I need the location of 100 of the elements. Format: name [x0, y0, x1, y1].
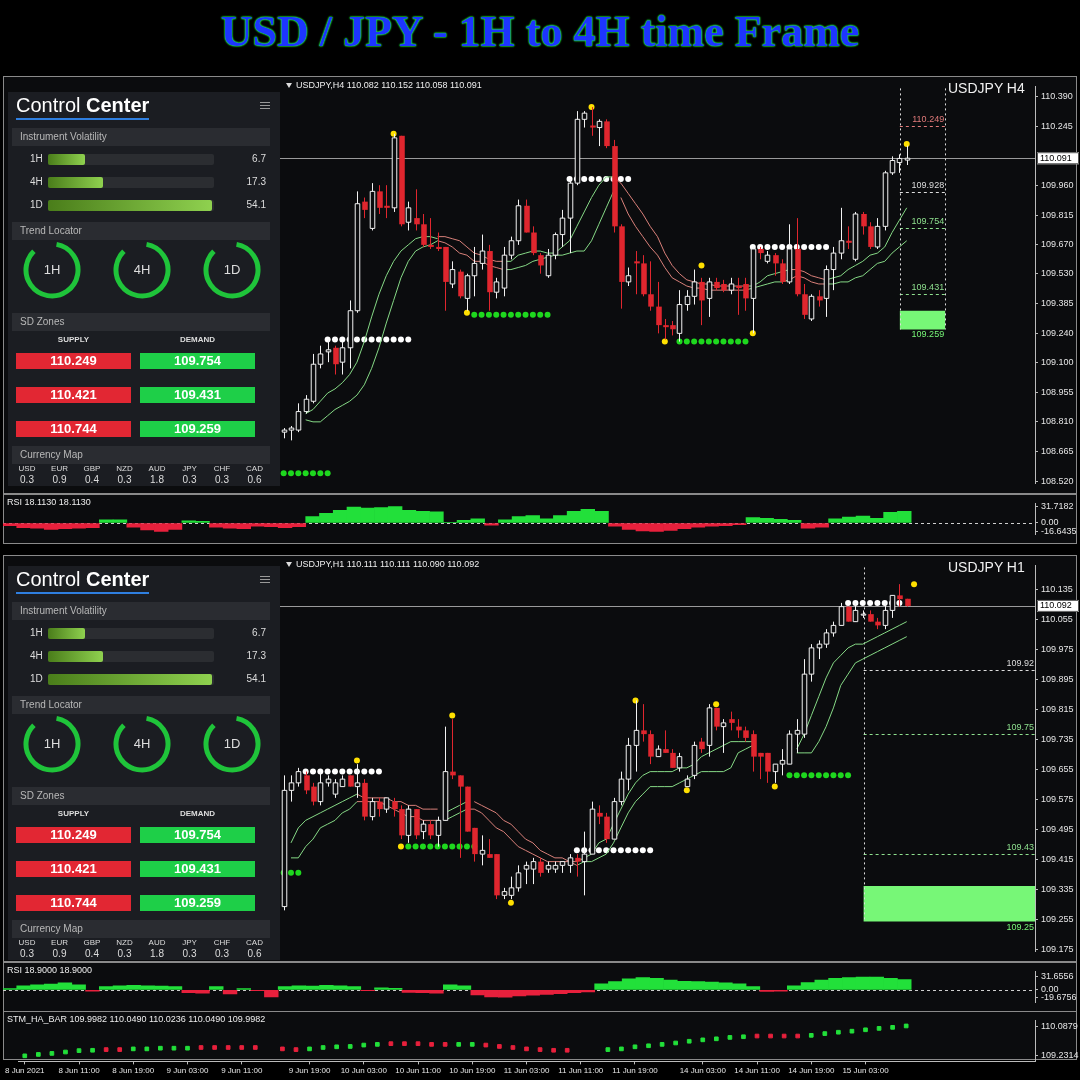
- chart-subtitle: USDJPY,H1 110.111 110.111 110.090 110.092: [296, 559, 480, 569]
- y-tick-label: 109.575: [1041, 794, 1074, 805]
- y-tick-label: 108.665: [1041, 446, 1074, 457]
- y-tick-label: 109.255: [1041, 914, 1074, 925]
- y-tick-label: 109.975: [1041, 644, 1074, 655]
- chart-subtitle: USDJPY,H4 110.082 110.152 110.058 110.091: [296, 80, 482, 90]
- annotation: USDJPY H1: [948, 559, 1025, 575]
- ref-line-label: 110.249: [912, 114, 945, 125]
- text: 0.4: [84, 474, 100, 485]
- x-tick-label: 11 Jun 11:00: [558, 1066, 604, 1076]
- y-tick-label: 109.815: [1041, 704, 1074, 715]
- text: DEMAND: [178, 809, 217, 818]
- y-tick-label: 109.960: [1041, 179, 1074, 190]
- text: 6.7: [251, 153, 266, 164]
- text: 54.1: [245, 199, 266, 210]
- y-tick-label: 109.335: [1041, 884, 1074, 895]
- text: USD: [17, 464, 37, 473]
- chart-title: RSI 18.9000 18.9000: [7, 965, 93, 975]
- y-tick-label: 109.2314: [1041, 1050, 1079, 1061]
- text: USD: [17, 938, 37, 947]
- text: 109.431: [140, 861, 255, 877]
- x-tick-label: 15 Jun 03:00: [842, 1066, 890, 1076]
- text: GBP: [82, 464, 102, 473]
- text: JPY: [181, 938, 198, 947]
- y-tick-label: 110.245: [1041, 121, 1073, 132]
- y-tick-label: 109.530: [1041, 268, 1074, 279]
- text: 1D: [30, 199, 43, 210]
- text: 0.6: [246, 948, 263, 959]
- text: 109.259: [140, 421, 255, 437]
- text: NZD: [115, 464, 134, 473]
- band-label: 109.259: [911, 329, 945, 340]
- text: Instrument Volatility: [12, 602, 270, 620]
- y-tick-label: 110.0879: [1041, 1020, 1078, 1031]
- text: 110.421: [16, 861, 131, 877]
- y-tick-label: 109.495: [1041, 824, 1074, 835]
- x-tick-label: 9 Jun 19:00: [288, 1066, 331, 1076]
- text: Trend Locator: [12, 222, 270, 240]
- y-tick-label: 109.100: [1041, 356, 1074, 367]
- x-tick-label: 14 Jun 19:00: [788, 1066, 835, 1076]
- x-tick-label: 8 Jun 2021: [4, 1066, 46, 1076]
- text: 1D: [222, 262, 242, 277]
- text: 0.9: [51, 948, 68, 959]
- y-tick-label: -16.6435: [1041, 526, 1077, 537]
- text: CAD: [245, 938, 264, 947]
- text: CAD: [245, 464, 264, 473]
- ref-line-label: 109.75: [1006, 722, 1034, 733]
- y-tick-label: 31.7182: [1041, 500, 1074, 511]
- y-tick-label: 108.955: [1041, 386, 1074, 397]
- ref-line-label: 109.928: [911, 180, 945, 191]
- chart-title: STM_HA_BAR 109.9982 110.0490 110.0236 110.0490 109.9982: [7, 1014, 266, 1024]
- text: 0.3: [214, 948, 230, 959]
- text: SUPPLY: [56, 335, 91, 344]
- x-tick-label: 14 Jun 03:00: [679, 1066, 727, 1076]
- text: 1H: [30, 627, 43, 638]
- chart-title: USD / JPY - 1H to 4H time Frame: [219, 6, 861, 57]
- y-tick-label: 0.00: [1041, 984, 1059, 995]
- y-tick-label: 109.670: [1041, 239, 1074, 250]
- text: JPY: [181, 464, 198, 473]
- text: Trend Locator: [12, 696, 270, 714]
- ref-line-label: 110.092: [1040, 600, 1072, 611]
- x-tick-label: 8 Jun 19:00: [112, 1066, 155, 1076]
- text: 0.3: [116, 948, 133, 959]
- x-tick-label: 14 Jun 11:00: [734, 1066, 781, 1076]
- text: CHF: [212, 938, 232, 947]
- text: Currency Map: [12, 446, 270, 464]
- text: Instrument Volatility: [12, 128, 270, 146]
- text: DEMAND: [178, 335, 217, 344]
- text: 0.3: [116, 474, 133, 485]
- text: AUD: [147, 938, 167, 947]
- text: 110.249: [16, 353, 131, 369]
- x-tick-label: 11 Jun 19:00: [612, 1066, 659, 1076]
- text: 1D: [222, 736, 242, 751]
- y-tick-label: 110.055: [1041, 614, 1073, 625]
- text: 0.3: [214, 474, 230, 485]
- y-tick-label: 109.735: [1041, 734, 1074, 745]
- y-tick-label: 109.415: [1041, 854, 1074, 865]
- y-tick-label: -19.6756: [1041, 992, 1077, 1003]
- text: 4H: [132, 262, 152, 277]
- text: SD Zones: [12, 313, 270, 331]
- text: 110.744: [16, 421, 131, 437]
- y-tick-label: 110.390: [1041, 91, 1073, 102]
- text: 6.7: [251, 627, 266, 638]
- text: 17.3: [245, 176, 266, 187]
- text: EUR: [50, 464, 69, 473]
- ref-line-label: 110.091: [1040, 152, 1072, 163]
- text: 110.744: [16, 895, 131, 911]
- text: 1H: [42, 736, 62, 751]
- y-tick-label: 109.240: [1041, 327, 1074, 338]
- y-tick-label: 109.655: [1041, 764, 1074, 775]
- y-tick-label: 109.815: [1041, 209, 1074, 220]
- text: 110.249: [16, 827, 131, 843]
- y-tick-label: 109.895: [1041, 674, 1074, 685]
- y-tick-label: 31.6556: [1041, 971, 1074, 982]
- text: EUR: [50, 938, 69, 947]
- text: SUPPLY: [56, 809, 91, 818]
- text: 109.431: [140, 387, 255, 403]
- text: Currency Map: [12, 920, 270, 938]
- y-tick-label: 108.810: [1041, 416, 1074, 427]
- y-tick-label: 109.175: [1041, 944, 1074, 955]
- x-tick-label: 8 Jun 11:00: [58, 1066, 101, 1076]
